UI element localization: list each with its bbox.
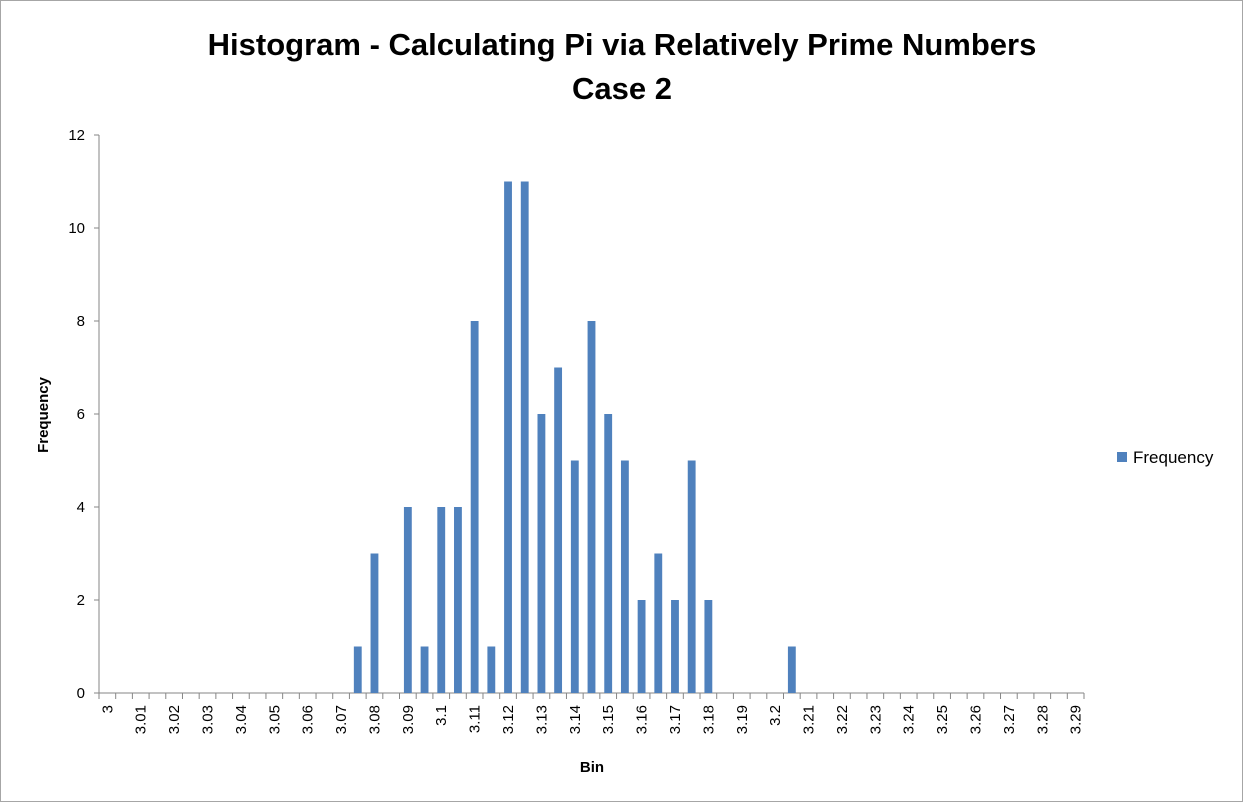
- x-tick-label: 3.07: [333, 705, 350, 734]
- histogram-bar: [504, 181, 512, 693]
- histogram-bar: [687, 460, 696, 693]
- legend: Frequency: [1117, 448, 1214, 467]
- x-tick-label: 3.14: [567, 705, 584, 734]
- x-tick-label: 3.18: [700, 705, 717, 734]
- x-tick-label: 3.08: [366, 705, 383, 734]
- x-tick-label: 3.24: [901, 705, 918, 734]
- y-tick-label: 6: [77, 406, 85, 423]
- x-tick-label: 3.01: [133, 705, 150, 734]
- x-tick-label: 3.19: [734, 705, 751, 734]
- histogram-bar: [554, 367, 563, 693]
- x-tick-label: 3.06: [300, 705, 317, 734]
- x-tick-label: 3.21: [801, 705, 818, 734]
- histogram-bar: [654, 553, 663, 693]
- x-tick-label: 3.02: [166, 705, 183, 734]
- x-tick-label: 3.22: [834, 705, 851, 734]
- x-tick-label: 3.16: [634, 705, 651, 734]
- histogram-bar: [403, 507, 412, 693]
- y-axis-title: Frequency: [35, 376, 52, 453]
- histogram-bar: [704, 600, 713, 693]
- x-tick-label: 3.04: [233, 705, 250, 734]
- x-tick-label: 3.15: [600, 705, 617, 734]
- histogram-bar: [520, 181, 529, 693]
- x-tick-label: 3.28: [1034, 705, 1051, 734]
- x-tick-label: 3.23: [867, 705, 884, 734]
- x-tick-label: 3.13: [533, 705, 550, 734]
- y-tick-label: 2: [77, 592, 85, 609]
- histogram-bar: [637, 600, 646, 693]
- x-tick-label: 3.27: [1001, 705, 1018, 734]
- histogram-bar: [353, 646, 362, 693]
- histogram-bar: [420, 646, 429, 693]
- x-tick-label: 3.17: [667, 705, 684, 734]
- x-tick-label: 3.26: [967, 705, 984, 734]
- histogram-bar: [437, 507, 446, 693]
- legend-label: Frequency: [1133, 448, 1214, 467]
- y-axis: 0 2 4 6 8 10 12: [68, 127, 100, 702]
- histogram-bar: [370, 553, 379, 693]
- x-axis: 3 3.01 3.02 3.03 3.04 3.05 3.06 3.07 3.08 3.09 3.1…: [98, 692, 1085, 734]
- y-tick-label: 8: [77, 313, 85, 330]
- histogram-bar: [537, 414, 546, 693]
- y-tick-label: 0: [77, 685, 85, 702]
- chart-title: Histogram - Calculating Pi via Relativel…: [208, 27, 1037, 62]
- x-tick-label: 3.11: [467, 705, 484, 733]
- bar-series: [353, 181, 796, 693]
- x-tick-label: 3.03: [200, 705, 217, 734]
- histogram-bar: [787, 646, 796, 693]
- x-tick-label: 3.2: [767, 705, 784, 726]
- y-tick-label: 4: [77, 499, 85, 516]
- histogram-bar: [470, 321, 479, 693]
- x-tick-label: 3.25: [934, 705, 951, 734]
- histogram-bar: [620, 460, 629, 693]
- histogram-bar: [587, 321, 596, 693]
- x-tick-label: 3.12: [500, 705, 517, 734]
- legend-swatch: [1117, 452, 1127, 462]
- x-tick-label: 3.1: [433, 705, 450, 726]
- histogram-bar: [604, 414, 613, 693]
- histogram-bar: [454, 507, 462, 693]
- x-axis-title: Bin: [580, 759, 604, 776]
- x-tick-label: 3.05: [266, 705, 283, 734]
- histogram-bar: [570, 460, 579, 693]
- histogram-bar: [671, 600, 679, 693]
- x-tick-label: 3.09: [400, 705, 417, 734]
- y-tick-label: 12: [68, 127, 85, 144]
- chart-subtitle: Case 2: [572, 71, 672, 106]
- x-tick-label: 3: [99, 705, 116, 713]
- histogram-bar: [487, 646, 496, 693]
- y-tick-label: 10: [68, 220, 85, 237]
- x-tick-label: 3.29: [1068, 705, 1085, 734]
